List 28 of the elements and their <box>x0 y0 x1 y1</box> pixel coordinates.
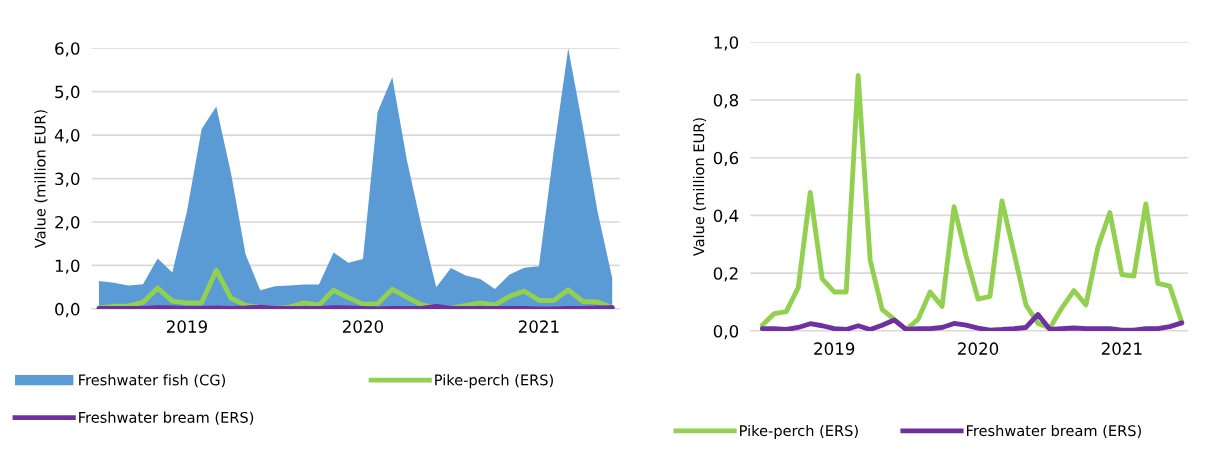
legend-label: Freshwater fish (CG) <box>79 374 226 388</box>
y-tick-label: 0,0 <box>55 302 80 318</box>
y-tick-label: 0,6 <box>713 151 739 166</box>
line-series <box>759 73 1185 331</box>
legend-label: Pike-perch (ERS) <box>435 374 553 389</box>
y-tick-label: 0,4 <box>713 209 739 224</box>
y-tick-label: 1,0 <box>714 36 739 51</box>
x-tick-label: 2020 <box>958 342 999 355</box>
legend-label: Pike-perch (ERS) <box>740 424 858 440</box>
legend-label: Freshwater bream (ERS) <box>79 411 254 425</box>
y-axis-title: Value (million EUR) <box>34 110 48 249</box>
x-tick-label: 2019 <box>166 320 207 333</box>
y-axis-title: Value (million EUR) <box>693 118 707 257</box>
y-tick-label: 0,2 <box>713 267 738 282</box>
y-tick-label: 3,0 <box>55 172 80 187</box>
x-tick-label: 2019 <box>814 342 855 355</box>
y-tick-label: 2,0 <box>55 215 80 231</box>
line-series <box>759 312 1185 331</box>
x-tick-label: 2020 <box>342 320 384 333</box>
y-tick-label: 0,0 <box>713 324 739 340</box>
legend-label: Freshwater bream (ERS) <box>966 424 1141 438</box>
y-tick-label: 5,0 <box>55 85 80 100</box>
x-tick-label: 2021 <box>518 320 559 333</box>
y-tick-label: 6,0 <box>55 42 80 57</box>
x-tick-label: 2021 <box>1101 342 1142 355</box>
y-tick-label: 4,0 <box>54 129 80 144</box>
y-tick-label: 1,0 <box>55 259 80 274</box>
y-tick-label: 0,8 <box>713 93 739 109</box>
